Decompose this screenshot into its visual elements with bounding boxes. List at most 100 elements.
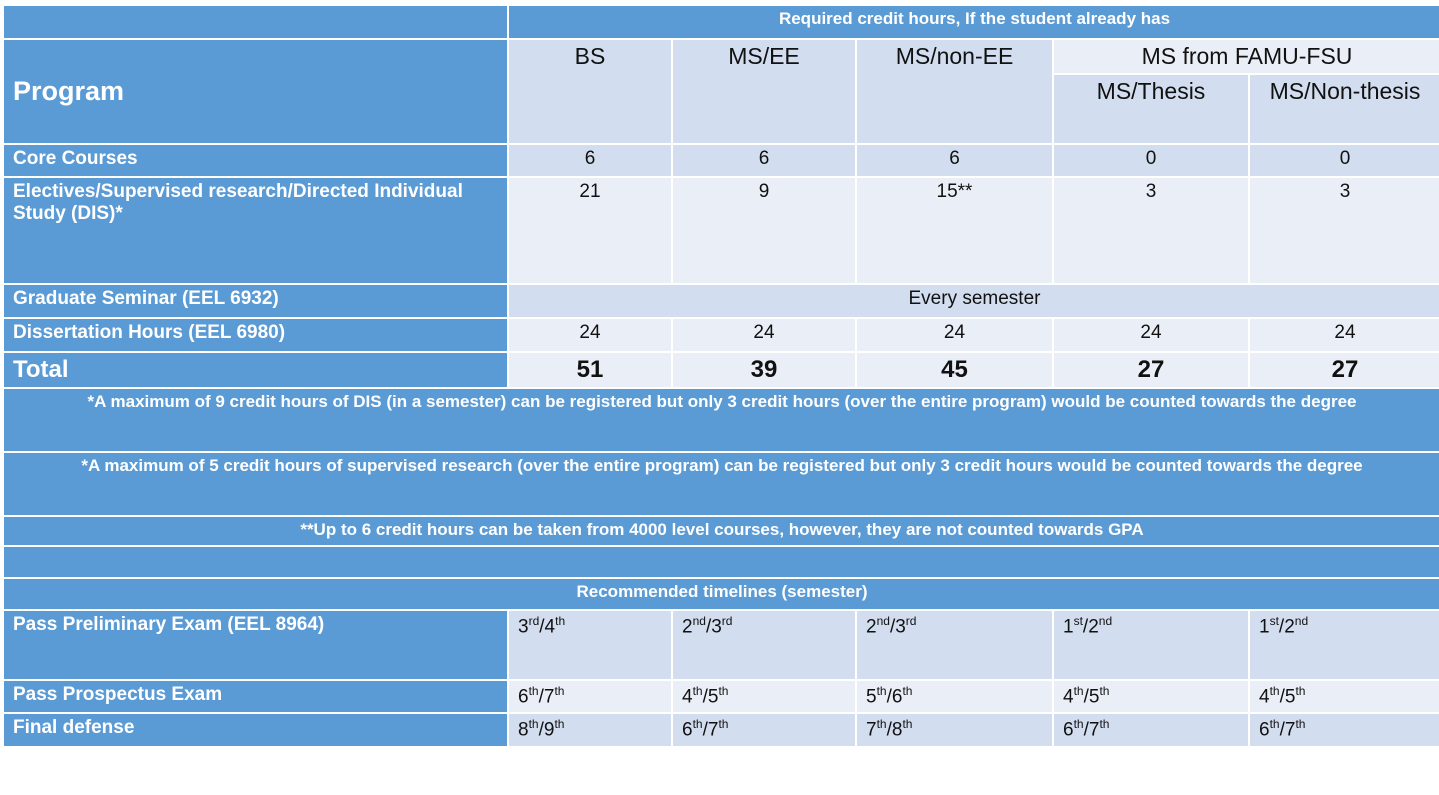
cell: 6th/7th — [1250, 714, 1439, 746]
superscript: rd — [721, 614, 733, 628]
superscript: th — [528, 684, 539, 698]
cell: 3 — [1250, 178, 1439, 283]
text: /7 — [1279, 719, 1296, 741]
cell: Every semester — [509, 285, 1439, 317]
cell: 2nd/3rd — [857, 611, 1052, 679]
row-label: Pass Prospectus Exam — [4, 681, 507, 712]
cell: 1st/2nd — [1250, 611, 1439, 679]
superscript: nd — [692, 614, 706, 628]
text: /9 — [538, 719, 555, 741]
cell: 21 — [509, 178, 671, 283]
row-label: Final defense — [4, 714, 507, 746]
cell: 5th/6th — [857, 681, 1052, 712]
row-label: Dissertation Hours (EEL 6980) — [4, 319, 507, 351]
row-label: Graduate Seminar (EEL 6932) — [4, 285, 507, 317]
table-row: Electives/Supervised research/Directed I… — [4, 178, 1439, 283]
cell: 45 — [857, 353, 1052, 387]
superscript: th — [1269, 684, 1280, 698]
superscript: th — [902, 717, 913, 731]
cell: 8th/9th — [509, 714, 671, 746]
header-corner — [4, 6, 507, 38]
text: /8 — [886, 719, 903, 741]
cell: 6 — [509, 145, 671, 176]
table-row: MS/Thesis MS/Non-thesis — [4, 75, 1439, 143]
cell: 27 — [1250, 353, 1439, 387]
superscript: th — [554, 717, 565, 731]
superscript: nd — [1098, 614, 1113, 628]
text: /7 — [702, 719, 719, 741]
cell: 24 — [857, 319, 1052, 351]
text: 4 — [1259, 686, 1270, 708]
cell: 9 — [673, 178, 855, 283]
cell: 6th/7th — [673, 714, 855, 746]
cell: 24 — [1054, 319, 1248, 351]
table-row: Dissertation Hours (EEL 6980) 24 24 24 24 24 — [4, 319, 1439, 351]
column-header: MS/EE — [673, 40, 855, 143]
column-header: BS — [509, 40, 671, 143]
row-label: Electives/Supervised research/Directed I… — [4, 178, 507, 283]
superscript: th — [554, 684, 565, 698]
text: 3 — [518, 616, 529, 638]
superscript: st — [1269, 614, 1279, 628]
cell: 4th/5th — [673, 681, 855, 712]
superscript: nd — [876, 614, 890, 628]
text: 1 — [1259, 616, 1270, 638]
superscript: rd — [905, 614, 917, 628]
cell: 6th/7th — [1054, 714, 1248, 746]
text: /2 — [1278, 616, 1295, 638]
table-row: Program BS MS/EE MS/non-EE MS from FAMU-FSU — [4, 40, 1439, 143]
text: /5 — [1083, 686, 1100, 708]
cell: 15** — [857, 178, 1052, 283]
superscript: th — [876, 684, 887, 698]
table-row: Pass Prospectus Exam 6th/7th 4th/5th 5th/6t… — [4, 681, 1439, 712]
cell: 24 — [1250, 319, 1439, 351]
table-row: Final defense 8th/9th 6th/7th 7th/8th 6th/7t… — [4, 714, 1439, 746]
superscript: th — [692, 684, 703, 698]
superscript: th — [718, 684, 729, 698]
text: 4 — [1063, 686, 1074, 708]
cell: 0 — [1250, 145, 1439, 176]
text: /4 — [539, 616, 556, 638]
column-header: MS/Thesis — [1054, 75, 1248, 143]
superscript: th — [902, 684, 913, 698]
superscript: st — [1073, 614, 1083, 628]
superscript: rd — [528, 614, 540, 628]
text: 8 — [518, 719, 529, 741]
cell: 39 — [673, 353, 855, 387]
superscript: th — [1099, 717, 1110, 731]
text: 6 — [1259, 719, 1270, 741]
cell: 3rd/4th — [509, 611, 671, 679]
table-row: Graduate Seminar (EEL 6932) Every semeste… — [4, 285, 1439, 317]
text: 6 — [518, 686, 529, 708]
table: Required credit hours, If the student al… — [2, 4, 1439, 748]
column-group: MS from FAMU-FSU — [1054, 40, 1439, 73]
text: /5 — [1279, 686, 1296, 708]
superscript: th — [1073, 684, 1084, 698]
timeline-title: Recommended timelines (semester) — [4, 579, 1439, 609]
superscript: th — [1295, 717, 1306, 731]
cell: 0 — [1054, 145, 1248, 176]
cell: 7th/8th — [857, 714, 1052, 746]
text: /5 — [702, 686, 719, 708]
table-row: **Up to 6 credit hours can be taken from… — [4, 517, 1439, 545]
cell: 6 — [857, 145, 1052, 176]
cell: 4th/5th — [1054, 681, 1248, 712]
superscript: nd — [1294, 614, 1309, 628]
note: *A maximum of 9 credit hours of DIS (in … — [4, 389, 1439, 451]
text: 5 — [866, 686, 877, 708]
note: **Up to 6 credit hours can be taken from… — [4, 517, 1439, 545]
cell: 6th/7th — [509, 681, 671, 712]
spacer — [4, 547, 1439, 577]
cell: 2nd/3rd — [673, 611, 855, 679]
text: 6 — [1063, 719, 1074, 741]
table-row: Recommended timelines (semester) — [4, 579, 1439, 609]
superscript: th — [1295, 684, 1306, 698]
superscript: th — [1099, 684, 1110, 698]
row-label: Pass Preliminary Exam (EEL 8964) — [4, 611, 507, 679]
cell: 4th/5th — [1250, 681, 1439, 712]
header-program: Program — [4, 40, 507, 143]
header-title: Required credit hours, If the student al… — [509, 6, 1439, 38]
row-label: Core Courses — [4, 145, 507, 176]
superscript: th — [555, 614, 566, 628]
table-row: *A maximum of 5 credit hours of supervis… — [4, 453, 1439, 515]
